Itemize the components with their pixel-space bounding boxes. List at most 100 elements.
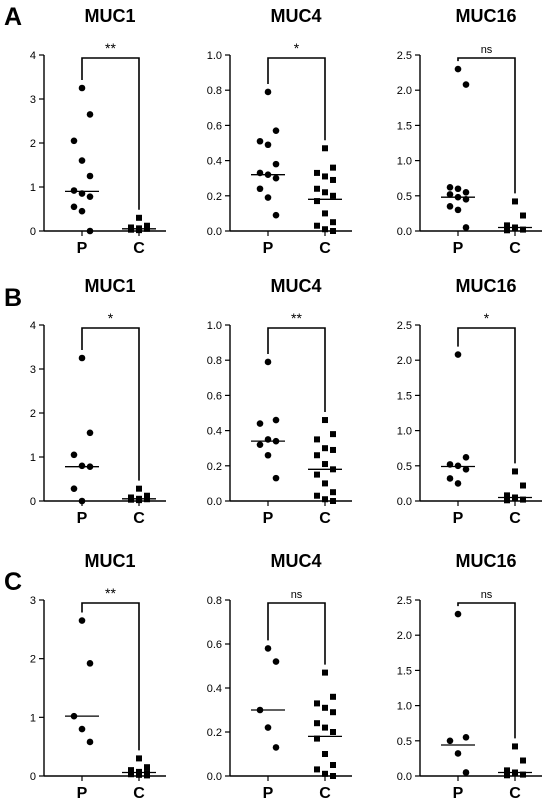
data-point-c	[322, 496, 328, 503]
y-tick-label: 0.8	[207, 595, 222, 607]
data-point-p	[264, 451, 272, 459]
panel-a-muc1-chart: MUC1 0 1 2 3 4 P C **	[30, 6, 166, 257]
data-point-c	[322, 189, 328, 196]
data-point-p	[78, 84, 86, 92]
data-point-p	[454, 185, 462, 193]
data-point-p	[454, 351, 462, 358]
y-tick-label: 0.5	[397, 461, 412, 473]
data-point-p	[86, 111, 94, 118]
data-point-p	[86, 429, 94, 437]
data-point-p	[462, 454, 470, 461]
panel-b-muc4-chart: MUC4 0.0 0.2 0.4 0.6 0.8 1.0 P C **	[207, 276, 352, 527]
data-point-p	[86, 193, 94, 200]
data-point-c	[520, 212, 526, 219]
y-tick-label: 0.4	[207, 683, 222, 695]
panel-letter-c: C	[4, 568, 22, 596]
data-point-p	[272, 211, 280, 219]
y-tick-label: 1	[30, 712, 36, 724]
data-point-p	[264, 194, 272, 201]
data-point-c	[504, 772, 510, 779]
data-point-p	[272, 658, 280, 665]
data-point-c	[314, 492, 320, 499]
data-point-p	[264, 141, 272, 149]
chart-title: MUC16	[455, 551, 516, 571]
data-point-c	[314, 222, 320, 229]
y-tick-label: 0.2	[207, 191, 222, 203]
data-point-p	[446, 203, 454, 210]
data-point-c	[322, 173, 328, 180]
y-tick-label: 1.0	[397, 701, 412, 713]
significance-bracket	[81, 57, 140, 210]
significance-bracket	[267, 327, 326, 413]
data-point-c	[504, 227, 510, 234]
data-point-c	[330, 729, 336, 735]
category-label-p: P	[263, 785, 274, 802]
data-point-c	[520, 482, 526, 489]
data-point-c	[136, 227, 142, 234]
y-tick-label: 0	[30, 771, 36, 783]
chart-title: MUC1	[84, 6, 135, 26]
data-point-p	[446, 737, 454, 745]
data-point-p	[446, 184, 454, 191]
chart-title: MUC1	[84, 551, 135, 571]
data-point-c	[520, 496, 526, 503]
data-point-c	[136, 755, 142, 762]
data-point-c	[144, 492, 150, 499]
category-label-p: P	[263, 510, 274, 527]
data-point-c	[314, 452, 320, 459]
panel-c-muc4-chart: MUC4 0.0 0.2 0.4 0.6 0.8 P Cns	[207, 551, 352, 802]
data-point-c	[314, 700, 320, 707]
y-tick-label: 0.5	[397, 736, 412, 748]
data-point-p	[78, 207, 86, 215]
data-point-c	[322, 480, 328, 487]
y-tick-label: 2	[30, 654, 36, 666]
data-point-p	[70, 187, 78, 194]
data-point-c	[504, 767, 510, 774]
y-tick-label: 4	[30, 320, 36, 332]
data-point-p	[86, 172, 94, 180]
category-label-p: P	[453, 785, 464, 802]
data-point-c	[504, 492, 510, 499]
significance-label: ns	[481, 589, 493, 601]
data-point-c	[128, 771, 134, 778]
y-tick-label: 1	[30, 182, 36, 194]
chart-title: MUC1	[84, 276, 135, 296]
panel-b-muc16-chart: MUC16 0.0 0.5 1.0 1.5 2.0 2.5 P C *	[397, 276, 542, 527]
data-point-p	[454, 65, 462, 73]
data-point-c	[330, 446, 336, 453]
category-label-c: C	[319, 785, 331, 802]
data-point-p	[70, 451, 78, 459]
data-point-c	[136, 497, 142, 504]
chart-title: MUC4	[270, 276, 321, 296]
panel-letter-a: A	[4, 3, 22, 31]
data-point-p	[264, 645, 272, 652]
panel-letter-b: B	[4, 284, 22, 312]
significance-bracket	[457, 602, 516, 739]
data-point-p	[446, 191, 454, 198]
y-tick-label: 1.5	[397, 390, 412, 402]
data-point-p	[462, 81, 470, 88]
data-point-c	[322, 210, 328, 217]
y-tick-label: 1.5	[397, 120, 412, 132]
y-tick-label: 1.0	[397, 426, 412, 438]
data-point-p	[256, 420, 264, 427]
y-tick-label: 1.0	[397, 156, 412, 168]
y-tick-label: 0.0	[397, 771, 412, 783]
data-point-p	[264, 724, 272, 731]
data-point-p	[86, 660, 94, 667]
category-label-c: C	[133, 785, 145, 802]
data-point-c	[330, 498, 336, 504]
y-tick-label: 3	[30, 94, 36, 106]
data-point-p	[78, 617, 86, 624]
significance-bracket	[457, 327, 516, 464]
data-point-p	[70, 203, 78, 211]
data-point-c	[504, 497, 510, 504]
y-tick-label: 0.0	[397, 226, 412, 238]
data-point-p	[272, 744, 280, 751]
y-tick-label: 1.0	[207, 320, 222, 332]
data-point-c	[314, 720, 320, 727]
category-label-c: C	[509, 785, 521, 802]
data-point-p	[256, 185, 264, 193]
significance-bracket	[267, 57, 326, 141]
